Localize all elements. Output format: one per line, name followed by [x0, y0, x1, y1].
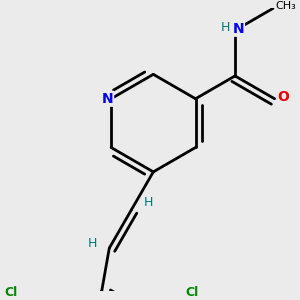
Text: N: N [232, 22, 244, 36]
Text: Cl: Cl [4, 286, 18, 299]
Text: H: H [144, 196, 153, 208]
Text: N: N [101, 92, 113, 106]
Text: H: H [221, 21, 230, 34]
Text: O: O [278, 90, 289, 104]
Text: H: H [87, 237, 97, 250]
Text: CH₃: CH₃ [275, 1, 296, 11]
Text: Cl: Cl [185, 286, 199, 299]
